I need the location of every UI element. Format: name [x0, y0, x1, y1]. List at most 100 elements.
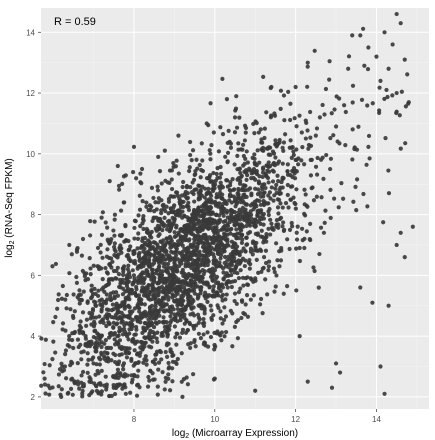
data-point	[120, 332, 126, 337]
data-point	[308, 135, 313, 140]
data-point	[172, 299, 177, 304]
data-point	[196, 219, 201, 224]
data-point	[141, 281, 146, 286]
data-point	[87, 310, 92, 316]
data-point	[164, 240, 170, 245]
data-point	[109, 256, 114, 261]
data-point	[193, 172, 198, 177]
data-point	[131, 336, 136, 342]
data-point	[154, 228, 159, 233]
data-point	[337, 96, 342, 101]
data-point	[293, 168, 298, 173]
data-point	[175, 303, 180, 308]
data-point	[194, 246, 200, 251]
data-point	[200, 275, 205, 281]
data-point	[196, 273, 201, 278]
data-point	[290, 174, 295, 180]
data-point	[139, 181, 144, 186]
data-point	[126, 248, 131, 253]
data-point	[335, 139, 340, 144]
data-point	[292, 116, 297, 121]
data-point	[189, 190, 194, 195]
data-point	[141, 271, 146, 276]
data-point	[276, 211, 281, 216]
data-point	[122, 306, 127, 311]
data-point	[122, 345, 127, 351]
data-point	[155, 184, 160, 189]
data-point	[170, 194, 175, 199]
data-point	[93, 349, 98, 354]
data-point	[245, 282, 250, 287]
data-point	[378, 364, 383, 369]
data-point	[80, 369, 86, 375]
data-point	[96, 293, 101, 299]
data-point	[358, 33, 363, 38]
data-point	[115, 371, 120, 376]
data-point	[321, 176, 326, 181]
data-point	[398, 230, 403, 235]
data-point	[382, 391, 387, 396]
data-point	[260, 170, 266, 175]
data-point	[278, 106, 283, 112]
data-point	[153, 200, 158, 205]
data-point	[261, 191, 266, 196]
data-point	[53, 350, 58, 355]
data-point	[216, 305, 221, 310]
data-point	[184, 318, 189, 324]
data-point	[173, 315, 178, 320]
data-point	[147, 331, 152, 336]
data-point	[244, 149, 249, 154]
data-point	[68, 386, 74, 391]
data-point	[241, 283, 246, 288]
data-point	[234, 94, 239, 99]
data-point	[238, 227, 243, 232]
data-point	[356, 124, 361, 129]
data-point	[238, 179, 243, 184]
data-point	[170, 359, 176, 364]
data-point	[304, 229, 309, 234]
data-point	[286, 89, 291, 94]
data-point	[64, 306, 69, 311]
data-point	[167, 388, 173, 393]
data-point	[273, 155, 278, 160]
data-point	[216, 149, 221, 154]
data-point	[309, 157, 314, 162]
data-point	[266, 160, 271, 165]
data-point	[163, 349, 168, 355]
data-point	[77, 301, 82, 306]
data-point	[398, 21, 403, 26]
data-point	[187, 320, 192, 325]
data-point	[78, 342, 83, 347]
data-point	[79, 357, 84, 362]
data-point	[181, 204, 186, 210]
data-point	[136, 275, 141, 280]
data-point	[235, 336, 240, 341]
y-tick-label: 12	[26, 89, 35, 98]
data-point	[216, 246, 221, 251]
x-axis-title: log2 (Microarray Expression)	[172, 428, 298, 440]
data-point	[226, 265, 232, 270]
data-point	[64, 292, 69, 298]
data-point	[111, 320, 116, 325]
data-point	[196, 205, 201, 210]
data-point	[169, 168, 175, 173]
data-point	[265, 168, 270, 173]
data-point	[276, 197, 282, 202]
data-point	[161, 202, 166, 207]
data-point	[308, 109, 313, 115]
data-point	[269, 84, 274, 90]
data-point	[237, 166, 242, 171]
data-point	[313, 164, 319, 169]
data-point	[115, 163, 120, 169]
data-point	[142, 328, 147, 333]
data-point	[386, 168, 391, 173]
data-point	[254, 257, 259, 262]
data-point	[156, 367, 161, 372]
data-point	[89, 283, 94, 288]
data-point	[188, 278, 194, 283]
data-point	[122, 314, 127, 319]
data-point	[243, 258, 248, 263]
y-tick-label: 4	[31, 332, 36, 341]
data-point	[248, 297, 253, 302]
data-point	[155, 281, 160, 286]
